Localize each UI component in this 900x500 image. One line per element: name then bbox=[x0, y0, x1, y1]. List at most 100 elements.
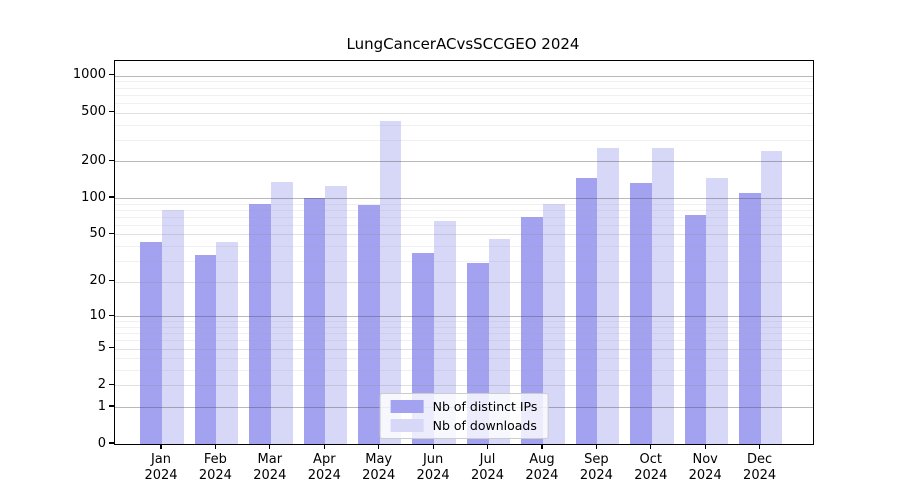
y-tick-mark bbox=[109, 346, 114, 349]
gridline-minor bbox=[115, 216, 813, 218]
y-tick-mark bbox=[109, 111, 114, 113]
chart-title: LungCancerACvsSCCGEO 2024 bbox=[346, 35, 580, 53]
y-tick-label: 50 bbox=[89, 225, 106, 241]
gridline bbox=[115, 75, 813, 77]
legend: Nb of distinct IPs Nb of downloads bbox=[379, 393, 549, 439]
gridline-minor bbox=[115, 340, 813, 342]
x-tick-mark bbox=[432, 444, 434, 450]
gridline-minor bbox=[115, 94, 813, 96]
bar-downloads-3 bbox=[325, 185, 348, 444]
bar-downloads-7 bbox=[542, 204, 565, 444]
bar-distinct-ips-0 bbox=[140, 242, 163, 444]
y-tick-label: 1000 bbox=[72, 67, 106, 83]
y-tick-label: 2 bbox=[97, 376, 106, 392]
gridline-minor bbox=[115, 370, 813, 372]
y-tick-mark bbox=[109, 196, 114, 198]
gridline bbox=[115, 198, 813, 199]
gridline bbox=[115, 385, 813, 387]
x-tick-mark bbox=[541, 444, 543, 450]
x-tick-label: Jan 2024 bbox=[144, 452, 178, 483]
gridline bbox=[115, 161, 813, 163]
gridline-minor bbox=[115, 260, 813, 262]
x-tick-mark bbox=[595, 444, 598, 450]
gridline-minor bbox=[115, 333, 813, 335]
plot-area: Nb of distinct IPs Nb of downloads bbox=[114, 60, 814, 445]
x-tick-mark bbox=[160, 444, 162, 450]
bar-distinct-ips-8 bbox=[575, 177, 598, 444]
bar-downloads-8 bbox=[597, 148, 620, 444]
bar-downloads-1 bbox=[216, 242, 239, 444]
bar-downloads-11 bbox=[760, 150, 783, 444]
gridline-minor bbox=[115, 102, 813, 104]
y-tick-mark bbox=[109, 383, 114, 386]
x-tick-label: Nov 2024 bbox=[688, 452, 722, 483]
gridline-minor bbox=[115, 326, 813, 328]
bar-distinct-ips-3 bbox=[303, 198, 326, 444]
gridline bbox=[115, 316, 813, 318]
legend-label-downloads: Nb of downloads bbox=[432, 418, 537, 433]
x-tick-mark bbox=[704, 444, 706, 450]
y-tick-label: 5 bbox=[97, 340, 106, 355]
bar-downloads-4 bbox=[379, 121, 402, 444]
bar-downloads-2 bbox=[270, 182, 293, 444]
y-tick-mark bbox=[109, 232, 114, 235]
bar-distinct-ips-4 bbox=[357, 204, 380, 444]
gridline-minor bbox=[115, 209, 813, 211]
bar-distinct-ips-1 bbox=[194, 254, 217, 444]
bar-distinct-ips-2 bbox=[249, 204, 271, 444]
legend-label-distinct-ips: Nb of distinct IPs bbox=[432, 399, 538, 414]
y-tick-mark bbox=[109, 74, 114, 76]
x-tick-label: Mar 2024 bbox=[253, 452, 287, 483]
y-tick-mark bbox=[109, 405, 114, 407]
x-tick-label: Sep 2024 bbox=[579, 452, 613, 483]
x-tick-mark bbox=[759, 444, 761, 450]
x-tick-mark bbox=[323, 444, 325, 450]
bar-downloads-9 bbox=[651, 148, 674, 444]
y-tick-label: 0 bbox=[97, 435, 106, 451]
y-tick-label: 100 bbox=[81, 189, 106, 205]
y-tick-label: 1 bbox=[97, 398, 106, 414]
bar-distinct-ips-11 bbox=[738, 192, 761, 444]
y-tick-mark bbox=[109, 280, 114, 282]
legend-swatch-downloads bbox=[390, 419, 424, 432]
y-tick-mark bbox=[109, 314, 114, 316]
gridline bbox=[115, 112, 813, 114]
gridline bbox=[115, 348, 813, 350]
gridline bbox=[115, 234, 813, 236]
y-tick-label: 200 bbox=[81, 152, 106, 168]
y-tick-mark bbox=[109, 442, 114, 444]
gridline-minor bbox=[115, 246, 813, 247]
bar-distinct-ips-9 bbox=[630, 183, 652, 444]
legend-item-downloads: Nb of downloads bbox=[390, 418, 538, 433]
y-tick-mark bbox=[109, 159, 114, 161]
bar-downloads-10 bbox=[706, 177, 728, 444]
y-tick-label: 20 bbox=[89, 273, 106, 289]
legend-item-distinct-ips: Nb of distinct IPs bbox=[390, 399, 538, 414]
bar-distinct-ips-7 bbox=[521, 216, 543, 444]
gridline-minor bbox=[115, 321, 813, 323]
y-tick-label: 500 bbox=[81, 104, 106, 120]
x-tick-label: Dec 2024 bbox=[743, 452, 777, 483]
gridline-minor bbox=[115, 203, 813, 205]
gridline-minor bbox=[115, 124, 813, 126]
x-tick-mark bbox=[650, 444, 652, 450]
gridline bbox=[115, 281, 813, 283]
x-tick-label: Jul 2024 bbox=[470, 452, 505, 483]
gridline-minor bbox=[115, 224, 813, 226]
gridline-minor bbox=[115, 87, 813, 89]
x-tick-label: Feb 2024 bbox=[198, 452, 232, 483]
x-tick-label: Aug 2024 bbox=[525, 452, 559, 483]
bar-downloads-6 bbox=[488, 238, 511, 444]
x-tick-mark bbox=[486, 444, 489, 450]
bar-downloads-5 bbox=[434, 220, 456, 444]
bar-distinct-ips-10 bbox=[684, 215, 707, 444]
x-tick-label: Jun 2024 bbox=[416, 452, 450, 483]
gridline-minor bbox=[115, 139, 813, 141]
x-tick-label: May 2024 bbox=[362, 452, 396, 483]
x-tick-mark bbox=[378, 444, 380, 450]
legend-swatch-distinct-ips bbox=[390, 400, 424, 413]
x-tick-mark bbox=[214, 444, 217, 450]
x-tick-label: Oct 2024 bbox=[634, 452, 668, 483]
gridline-minor bbox=[115, 358, 813, 360]
